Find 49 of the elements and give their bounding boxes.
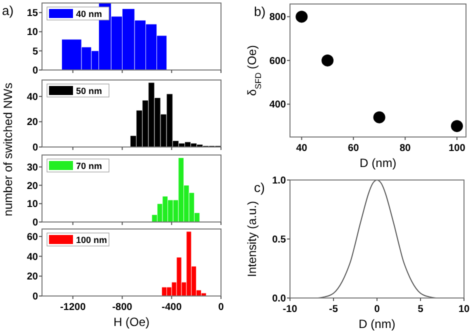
y-tick-label: 0.5 [272, 234, 286, 246]
x-axis-title: D (nm) [358, 317, 396, 331]
y-tick-label: 15 [26, 8, 38, 20]
x-tick-label: 5 [418, 304, 424, 315]
y-tick-label: 10 [26, 27, 38, 38]
x-tick-label: 100 [448, 143, 466, 154]
point [450, 120, 463, 132]
text: c) [254, 180, 265, 195]
x-tick-label: 0 [374, 304, 380, 315]
x-tick-label: -10 [282, 304, 298, 315]
y-tick-label: 60 [26, 232, 38, 243]
x-tick-label: 10 [458, 304, 470, 315]
point [296, 10, 308, 23]
legend-label: 50 nm [76, 86, 102, 96]
y-tick-label: 800 [269, 12, 286, 24]
y-axis-title: number of switched NWs [1, 82, 15, 216]
y-tick-label: 0 [32, 218, 38, 228]
y-tick-label: 30 [26, 162, 38, 174]
y-tick-label: 5 [32, 46, 38, 58]
y-tick-label: 0 [32, 292, 38, 302]
y-axis-title: Intensity (a.u.) [245, 200, 259, 278]
x-tick-label: 80 [400, 143, 412, 154]
legend-label: 40 nm [76, 9, 102, 19]
y-tick-label: 0.0 [272, 294, 286, 304]
x-axis-title: H (Oe) [114, 315, 150, 329]
y-tick-label: 40 [26, 252, 38, 263]
x-tick-label: 0 [218, 302, 224, 313]
y-tick-label: 20 [26, 180, 38, 192]
legend-label: 100 nm [76, 235, 108, 245]
y-tick-label: 20 [26, 117, 38, 128]
y-tick-label: 10 [26, 199, 38, 210]
text: a) [2, 3, 14, 18]
x-tick-label: -800 [112, 302, 133, 313]
x-tick-label: 40 [296, 143, 308, 154]
y-tick-label: 400 [269, 100, 286, 111]
y-tick-label: 1.0 [272, 176, 286, 186]
x-tick-label: -5 [329, 304, 338, 315]
x-tick-label: -1200 [60, 302, 86, 313]
legend-label: 70 nm [76, 161, 102, 171]
text: b) [254, 4, 266, 19]
y-tick-label: 600 [269, 56, 286, 67]
point [322, 54, 334, 66]
x-tick-label: -400 [162, 302, 182, 313]
x-tick-label: 60 [348, 143, 360, 154]
point [373, 111, 386, 124]
y-tick-label: 0 [32, 66, 38, 76]
y-tick-label: 20 [26, 272, 38, 283]
x-axis-title: D (nm) [360, 156, 396, 170]
y-tick-label: 40 [26, 92, 38, 103]
